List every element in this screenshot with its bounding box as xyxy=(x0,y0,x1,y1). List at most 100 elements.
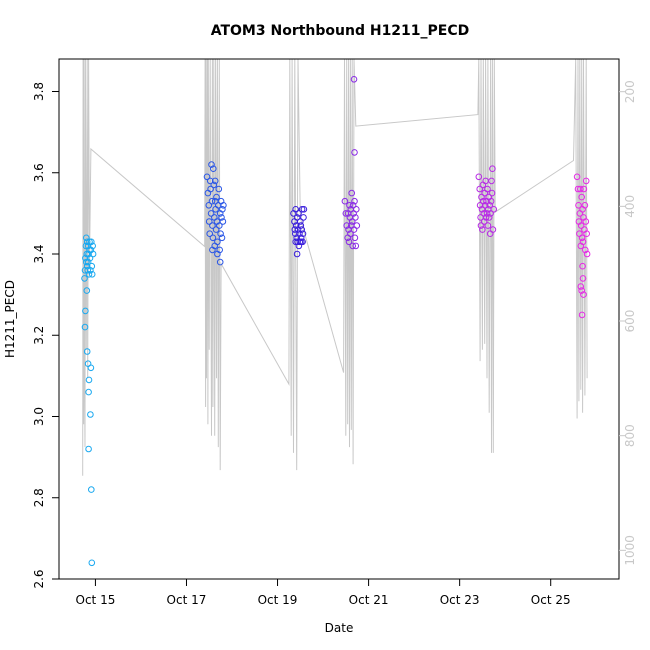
data-point xyxy=(476,202,484,209)
x-tick-label: Oct 19 xyxy=(258,593,298,607)
x-axis-label: Date xyxy=(325,621,354,635)
data-point xyxy=(353,206,360,213)
data-point xyxy=(583,250,591,258)
data-point xyxy=(349,202,357,209)
x-tick-label: Oct 15 xyxy=(76,593,116,607)
data-point xyxy=(83,348,91,355)
data-point xyxy=(348,218,356,225)
data-point xyxy=(343,222,351,229)
data-point xyxy=(295,210,302,217)
data-point xyxy=(209,246,216,254)
chart-title: ATOM3 Northbound H1211_PECD xyxy=(211,23,470,39)
data-point xyxy=(582,177,590,185)
data-point xyxy=(81,323,89,331)
data-point xyxy=(577,185,584,193)
y-tick-label: 3.6 xyxy=(32,163,46,182)
data-point xyxy=(87,267,94,274)
data-point xyxy=(293,214,301,221)
data-point xyxy=(580,291,587,298)
data-point xyxy=(485,214,493,221)
data-point xyxy=(579,262,586,270)
series-1 xyxy=(81,234,97,567)
data-point xyxy=(83,287,91,294)
data-point xyxy=(352,242,360,250)
data-point xyxy=(209,222,216,229)
data-point xyxy=(350,76,358,83)
data-point xyxy=(481,202,489,209)
data-point xyxy=(490,206,498,213)
data-point xyxy=(341,197,349,205)
data-point xyxy=(480,197,487,205)
data-point xyxy=(89,250,97,258)
data-point xyxy=(579,238,587,246)
data-point xyxy=(298,206,306,213)
data-point xyxy=(219,206,226,213)
data-point xyxy=(218,234,226,242)
data-point xyxy=(205,202,213,209)
data-point xyxy=(216,258,224,266)
data-point xyxy=(476,185,484,193)
data-point xyxy=(487,197,495,205)
data-point xyxy=(88,271,96,278)
series-6 xyxy=(573,173,591,319)
data-point xyxy=(86,254,94,262)
data-point xyxy=(83,262,91,270)
y-axis-label: H1211_PECD xyxy=(3,280,17,358)
data-point xyxy=(480,218,488,225)
y2-tick-label: 600 xyxy=(623,310,637,333)
data-point xyxy=(213,193,220,201)
data-point xyxy=(578,311,586,319)
data-point xyxy=(297,222,305,229)
data-point xyxy=(578,234,586,242)
data-point xyxy=(83,234,90,242)
data-point xyxy=(83,258,90,266)
data-point xyxy=(86,238,93,246)
data-point xyxy=(482,214,490,221)
data-point xyxy=(300,206,308,213)
x-tick-label: Oct 21 xyxy=(349,593,389,607)
data-point xyxy=(206,230,213,237)
data-point xyxy=(352,214,359,221)
data-point xyxy=(84,258,92,266)
data-point xyxy=(297,238,305,246)
data-point xyxy=(351,234,359,242)
data-point xyxy=(212,226,220,233)
data-point xyxy=(85,388,92,396)
data-point xyxy=(579,275,587,282)
data-point xyxy=(299,230,307,237)
data-point xyxy=(478,206,486,213)
data-point xyxy=(581,202,589,209)
data-point xyxy=(210,181,218,189)
y-tick-label: 3.8 xyxy=(32,82,46,101)
data-point xyxy=(203,173,211,181)
data-point xyxy=(88,238,95,246)
data-point xyxy=(478,193,485,201)
data-point xyxy=(206,177,214,185)
data-point xyxy=(208,161,215,168)
data-point xyxy=(211,177,219,185)
data-point xyxy=(348,189,356,197)
data-point xyxy=(293,250,301,258)
data-point xyxy=(575,202,582,209)
data-point xyxy=(291,226,299,233)
data-point xyxy=(347,230,354,237)
x-tick-label: Oct 17 xyxy=(167,593,207,607)
data-point xyxy=(351,149,358,156)
data-point xyxy=(214,238,221,246)
data-point xyxy=(577,283,585,290)
data-point xyxy=(475,173,483,181)
data-point xyxy=(580,185,588,193)
data-point xyxy=(87,364,95,372)
data-point xyxy=(486,202,494,209)
data-point xyxy=(578,193,586,201)
data-point xyxy=(488,177,495,185)
plot-frame xyxy=(58,58,620,580)
data-point xyxy=(484,185,491,193)
data-point xyxy=(349,242,357,250)
x-axis: Oct 15 Oct 17 Oct 19 Oct 21 Oct 23 Oct 25 xyxy=(76,578,571,607)
data-point xyxy=(85,445,92,453)
data-point xyxy=(84,267,91,274)
data-point xyxy=(578,287,586,294)
data-point xyxy=(477,222,485,229)
data-point xyxy=(214,250,221,258)
